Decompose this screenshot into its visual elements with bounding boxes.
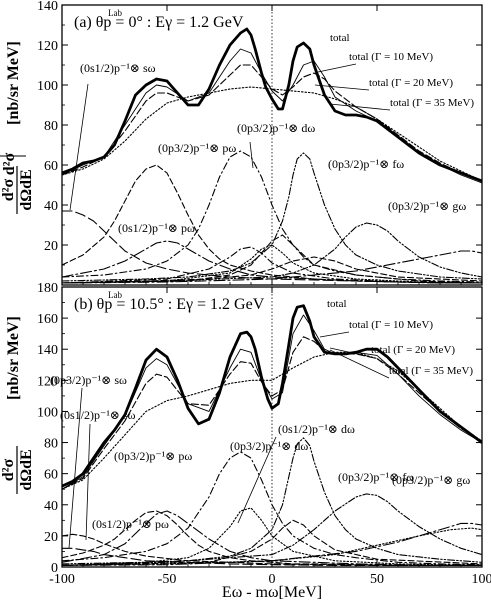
series-s12_p <box>62 240 482 284</box>
label-leader <box>314 84 370 91</box>
y-tick-label: 140 <box>37 343 58 358</box>
y-tick-label: 100 <box>37 405 58 420</box>
curve-label-s12_d: (0s1/2)p⁻¹⊗ dω <box>278 422 355 436</box>
series-small_a2 <box>62 234 482 284</box>
series-p32_g <box>62 222 482 284</box>
panel-superscript: Lab <box>108 8 122 18</box>
y-tick-label: 140 <box>37 0 58 14</box>
curve-label-s12_p: (0s1/2)p⁻¹⊗ pω <box>92 517 169 531</box>
y-label-den-b: dΩdE <box>18 449 35 490</box>
series-total_g10 <box>62 48 482 184</box>
curve-label-p32_s: (0p3/2)p⁻¹⊗ sω <box>50 373 127 387</box>
label-leader <box>69 83 89 211</box>
y-axis-label-top: d²σ <box>0 153 26 176</box>
x-tick-label: -50 <box>158 572 177 587</box>
curve-label-total_g35: total (Γ = 35 MeV) <box>390 97 474 109</box>
series-s12_s <box>62 533 482 566</box>
series-small_a1 <box>62 246 482 284</box>
panel-a: 20 40 60 80 100 120 140 (a) θp = 0° : Eγ = 1.2 … <box>37 0 483 286</box>
series-total <box>62 304 482 488</box>
series-p32_s <box>62 547 482 566</box>
x-tick-label: 100 <box>472 572 491 587</box>
curve-label-p32_g: (0p3/2)p⁻¹⊗ gω <box>388 199 466 213</box>
curve-label-total: total <box>330 32 350 44</box>
curve-label-total_g35: total (Γ = 35 MeV) <box>389 365 473 377</box>
panel-b: 0 20 40 60 80 100 120 140 160 180 -100 -50 0 50 100 (b)… <box>37 281 491 587</box>
series-group <box>62 304 482 566</box>
y-label-num-b: d²σ <box>0 459 17 482</box>
y-tick-label: 60 <box>44 159 58 174</box>
curve-label-s12_p: (0s1/2)p⁻¹⊗ pω <box>118 221 195 235</box>
series-total_g10 <box>62 314 482 490</box>
label-leader <box>68 387 83 549</box>
label-leader <box>85 423 91 541</box>
x-tick-label: -100 <box>49 572 75 587</box>
y-tick-label: 120 <box>37 374 58 389</box>
y-label-fraction-num-top: d²σ <box>1 153 18 176</box>
series-small_a5 <box>62 256 482 284</box>
series-total_g35 <box>62 86 482 182</box>
curve-label-total_g20: total (Γ = 20 MeV) <box>369 77 453 89</box>
curve-label-p32_f: (0p3/2)p⁻¹⊗ fω <box>328 157 404 171</box>
curve-label-p32_g: (0p3/2)p⁻¹⊗ gω <box>392 473 470 487</box>
curve-label-s12_s: (0s1/2)p⁻¹⊗ sω <box>60 408 136 422</box>
series-p32_p <box>62 510 482 566</box>
panel-label: (b) θp = 10.5° : Eγ = 1.2 GeV <box>74 296 265 313</box>
series-small_a4 <box>62 250 482 284</box>
x-axis-label: Eω - mω[MeV] <box>222 584 322 601</box>
y-axis-unit-bottom: [nb/sr MeV] <box>5 316 22 400</box>
y-label-den-a: dΩdE <box>18 169 35 210</box>
series-small_a3 <box>62 244 482 284</box>
curve-label-p32_p: (0p3/2)p⁻¹⊗ pω <box>114 449 192 463</box>
y-tick-label: 0 <box>51 561 58 576</box>
y-tick-label: 40 <box>44 199 58 214</box>
curve-label-p32_d: (0p3/2)p⁻¹⊗ dω <box>230 439 308 453</box>
y-tick-label: 20 <box>44 530 58 545</box>
y-tick-label: 180 <box>37 281 58 296</box>
series-small_b1 <box>62 519 482 566</box>
panel-superscript: Lab <box>108 290 122 300</box>
series-p32_d <box>62 150 482 283</box>
y-tick-label: 20 <box>44 239 58 254</box>
series-s12_d <box>62 507 482 566</box>
y-tick-label: 40 <box>44 499 58 514</box>
curve-label-p32_p: (0p3/2)p⁻¹⊗ pω <box>158 141 236 155</box>
y-label-num-a: d²σ <box>0 179 17 202</box>
label-leader <box>237 436 277 524</box>
y-tick-label: 60 <box>44 468 58 483</box>
curve-label-total_g20: total (Γ = 20 MeV) <box>371 344 455 356</box>
curve-label-p32_f: (0p3/2)p⁻¹⊗ fω <box>338 470 414 484</box>
x-tick-label: 0 <box>269 572 276 587</box>
series-p32_d <box>62 451 482 566</box>
series-total_g35 <box>62 351 482 490</box>
y-tick-label: 80 <box>44 437 58 452</box>
series-group <box>62 27 482 284</box>
y-tick-label: 80 <box>44 119 58 134</box>
curve-label-total_g10: total (Γ = 10 MeV) <box>349 51 433 63</box>
label-leader <box>329 347 372 358</box>
y-axis-unit-top: [nb/sr MeV] <box>5 41 22 125</box>
curve-label-s12_s: (0s1/2)p⁻¹⊗ sω <box>80 61 156 75</box>
series-small_b3 <box>62 527 482 566</box>
y-tick-label: 120 <box>37 39 58 54</box>
label-leader <box>319 331 350 338</box>
label-leader <box>329 103 391 111</box>
curve-label-total: total <box>327 298 347 310</box>
series-p32_f <box>62 437 482 565</box>
series-p32_g <box>62 493 482 566</box>
curve-label-p32_d: (0p3/2)p⁻¹⊗ dω <box>237 121 315 135</box>
series-s12_p <box>62 510 482 566</box>
x-tick-label: 50 <box>370 572 384 587</box>
series-total_g20 <box>62 336 482 490</box>
y-tick-label: 100 <box>37 79 58 94</box>
curve-label-total_g10: total (Γ = 10 MeV) <box>349 319 433 331</box>
panel-label: (a) θp = 0° : Eγ = 1.2 GeV <box>74 14 244 31</box>
label-leader <box>317 63 357 73</box>
label-leader <box>329 349 390 379</box>
y-tick-label: 160 <box>37 312 58 327</box>
label-leader <box>249 141 254 169</box>
